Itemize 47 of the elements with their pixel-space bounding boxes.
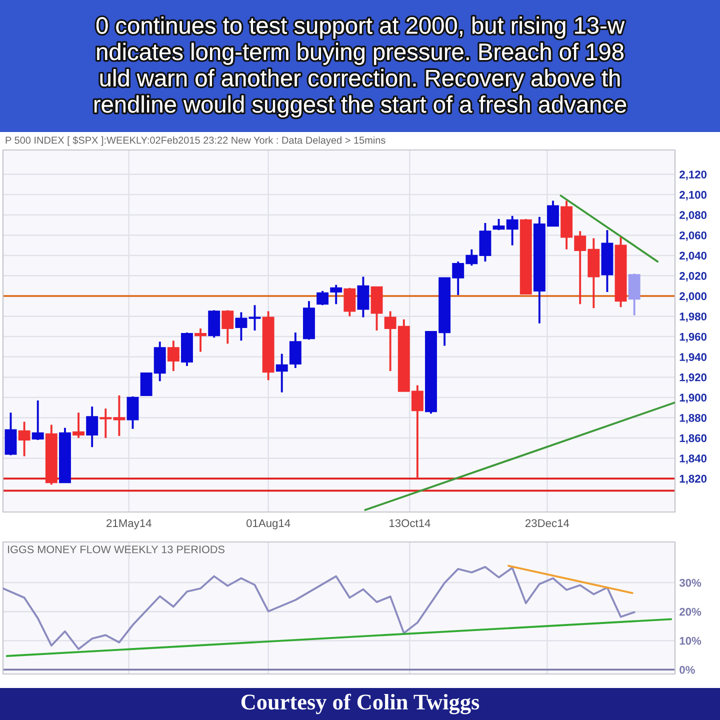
chart-title: IGGS MONEY FLOW WEEKLY 13 PERIODS	[8, 546, 224, 554]
candlestick	[506, 214, 518, 246]
y-tick-label: 2,060	[680, 231, 707, 241]
y-tick-label: 0%	[680, 666, 695, 674]
text: Courtesy of Colin Twiggs	[241, 694, 480, 714]
candlestick	[222, 309, 234, 345]
y-tick-label: 1,820	[680, 474, 707, 484]
chart-subtitle: P 500 INDEX [ $SPX ]:WEEKLY:02Feb2015 23:22 New York : Data Delayed > 15mins	[6, 136, 386, 146]
candlestick	[492, 218, 505, 232]
x-tick-label: 01Aug14	[246, 519, 290, 530]
x-tick-label: 23Dec14	[526, 519, 570, 528]
x-tick-label: 21May14	[106, 519, 152, 530]
candlestick	[344, 286, 356, 318]
candlestick	[330, 284, 342, 306]
y-tick-label: 1,840	[680, 454, 707, 464]
y-tick-label: 20%	[680, 608, 702, 616]
candlestick	[276, 352, 288, 394]
candlestick	[357, 276, 370, 318]
chart-title: 0 continues to test support at 2000, but rising 13-w ndicates long-term buying pressure. Breach of 198 uld warn of another correction. Recovery above th rendline would suggest the start of a fresh advance	[94, 16, 626, 118]
candlestick	[289, 332, 302, 369]
y-tick-label: 1,960	[680, 332, 707, 342]
candlestick	[72, 412, 85, 439]
y-tick-label: 2,120	[680, 170, 707, 180]
y-tick-label: 1,900	[680, 394, 707, 404]
candlestick	[235, 311, 248, 342]
candlestick	[86, 406, 98, 448]
candlestick	[248, 304, 261, 332]
y-tick-label: 2,040	[680, 252, 707, 262]
y-tick-label: 2,080	[680, 211, 707, 221]
line-series	[3, 566, 636, 650]
candlestick	[316, 290, 329, 306]
x-tick-label: 13Oct14	[390, 519, 430, 528]
candlestick	[194, 327, 207, 353]
y-tick-label: 1,920	[680, 373, 707, 383]
candlestick	[18, 420, 30, 458]
y-tick-label: 1,940	[680, 353, 707, 363]
y-tick-label: 2,100	[680, 190, 707, 200]
candlestick	[126, 395, 139, 430]
y-tick-label: 2,000	[680, 292, 707, 302]
y-tick-label: 30%	[679, 578, 702, 587]
y-tick-label: 10%	[680, 636, 702, 645]
y-tick-label: 2,020	[680, 272, 707, 282]
candlestick	[32, 399, 44, 441]
y-tick-label: 1,860	[680, 434, 707, 444]
y-tick-label: 1,880	[680, 414, 707, 424]
y-tick-label: 1,980	[680, 312, 707, 322]
candlestick	[167, 340, 180, 372]
